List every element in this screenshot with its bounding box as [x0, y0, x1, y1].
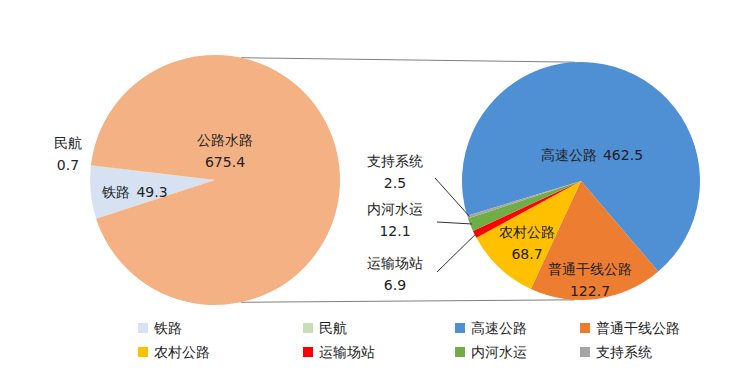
pie-0 — [90, 55, 340, 305]
label-value: 675.4 — [205, 154, 245, 170]
legend-swatch — [138, 347, 148, 357]
legend-label: 民航 — [319, 320, 347, 336]
label-value: 6.9 — [384, 277, 406, 293]
slice — [467, 181, 581, 218]
label-name: 民航 — [54, 135, 82, 151]
data-label: 普通干线公路 122.7 — [548, 261, 632, 299]
data-label: 农村公路 68.7 — [499, 224, 555, 262]
data-label: 内河水运 12.1 — [367, 201, 423, 239]
label-value: 49.3 — [136, 184, 167, 200]
label-name: 内河水运 — [367, 201, 423, 217]
label-name: 农村公路 — [499, 224, 555, 240]
data-labels: 铁路 49.3 民航 0.7 公路水路 675.4 高速公路 462.5 普通干线公路 122.7… — [54, 132, 643, 299]
legend-label: 内河水运 — [471, 344, 527, 360]
leader-line — [437, 233, 476, 272]
legend-swatch — [580, 323, 590, 333]
label-value: 0.7 — [57, 157, 79, 173]
chart: 铁路 49.3 民航 0.7 公路水路 675.4 高速公路 462.5 普通干线公路 122.7… — [0, 0, 735, 390]
connector-line — [241, 58, 575, 62]
legend-swatch — [455, 323, 465, 333]
legend-swatch — [303, 347, 313, 357]
label-value: 2.5 — [384, 175, 406, 191]
legend-label: 农村公路 — [154, 344, 210, 360]
data-label: 高速公路 462.5 — [541, 147, 643, 163]
legend-swatch — [455, 347, 465, 357]
label-name: 支持系统 — [367, 153, 423, 169]
pie-1 — [462, 62, 700, 300]
label-value: 68.7 — [511, 246, 542, 262]
legend-label: 运输场站 — [319, 344, 375, 360]
label-name: 铁路 — [101, 184, 130, 200]
connector-line — [241, 300, 575, 302]
legend: 铁路 民航 高速公路 普通干线公路农村公路 运输场站 内河水运 支持系统 — [138, 320, 680, 360]
legend-swatch — [138, 323, 148, 333]
slice — [91, 55, 340, 305]
legend-label: 铁路 — [153, 320, 182, 336]
label-name: 运输场站 — [367, 255, 423, 271]
label-value: 122.7 — [570, 283, 610, 299]
leader-line — [435, 178, 470, 217]
label-name: 公路水路 — [197, 132, 253, 148]
label-name: 高速公路 — [541, 147, 597, 163]
label-value: 462.5 — [603, 147, 643, 163]
label-name: 普通干线公路 — [548, 261, 632, 277]
legend-label: 高速公路 — [471, 320, 527, 336]
legend-label: 普通干线公路 — [596, 320, 680, 336]
legend-swatch — [303, 323, 313, 333]
data-label: 运输场站 6.9 — [367, 255, 423, 293]
label-value: 12.1 — [379, 223, 410, 239]
legend-label: 支持系统 — [596, 344, 652, 360]
legend-swatch — [580, 347, 590, 357]
data-label: 铁路 49.3 — [101, 184, 167, 200]
data-label: 支持系统 2.5 — [367, 153, 423, 191]
data-label: 民航 0.7 — [54, 135, 82, 173]
leader-line — [437, 222, 472, 224]
data-label: 公路水路 675.4 — [197, 132, 253, 170]
page: {"chart_data": [ {"type": "pie", "catego… — [0, 0, 735, 390]
